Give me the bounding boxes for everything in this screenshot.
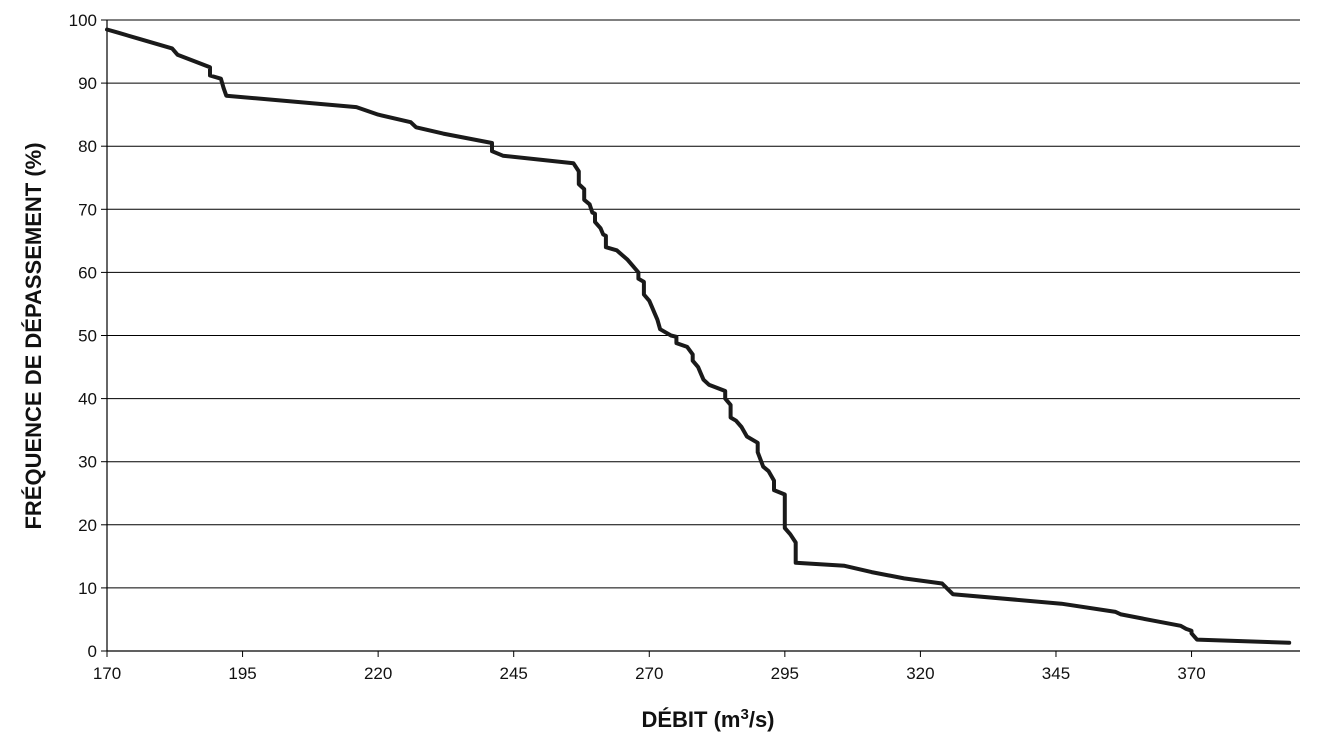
series-layer xyxy=(105,27,1292,645)
x-tick-label-370: 370 xyxy=(1177,664,1205,683)
x-axis-title: DÉBIT (m3/s) xyxy=(641,706,774,733)
x-tick-labels: 170 195 220 245 270 295 320 345 370 xyxy=(93,664,1206,683)
y-tick-label-60: 60 xyxy=(78,263,97,282)
y-tick-label-30: 30 xyxy=(78,453,97,472)
x-tick-label-220: 220 xyxy=(364,664,392,683)
series-line-0 xyxy=(105,27,1292,645)
gridlines xyxy=(107,19,1300,589)
y-tick-label-10: 10 xyxy=(78,579,97,598)
y-tick-label-0: 0 xyxy=(88,642,97,661)
y-tick-label-100: 100 xyxy=(69,11,97,30)
y-tick-label-20: 20 xyxy=(78,516,97,535)
x-tick-label-270: 270 xyxy=(635,664,663,683)
y-tick-labels: 0 10 20 30 40 50 60 70 80 90 100 xyxy=(69,11,97,661)
x-axis-title-end: /s) xyxy=(749,707,775,732)
y-tick-label-80: 80 xyxy=(78,137,97,156)
x-axis-title-text: DÉBIT (m xyxy=(641,707,740,732)
x-tick-label-345: 345 xyxy=(1042,664,1070,683)
x-axis-title-superscript: 3 xyxy=(740,706,748,723)
y-tick-label-50: 50 xyxy=(78,327,97,346)
y-tick-label-40: 40 xyxy=(78,390,97,409)
y-axis-title: FRÉQUENCE DE DÉPASSEMENT (%) xyxy=(21,142,46,529)
y-tick-label-70: 70 xyxy=(78,200,97,219)
x-tick-label-170: 170 xyxy=(93,664,121,683)
x-tick-label-295: 295 xyxy=(771,664,799,683)
x-tick-label-245: 245 xyxy=(500,664,528,683)
x-tick-label-320: 320 xyxy=(906,664,934,683)
x-tick-label-195: 195 xyxy=(228,664,256,683)
axes xyxy=(101,19,1300,657)
y-tick-label-90: 90 xyxy=(78,74,97,93)
